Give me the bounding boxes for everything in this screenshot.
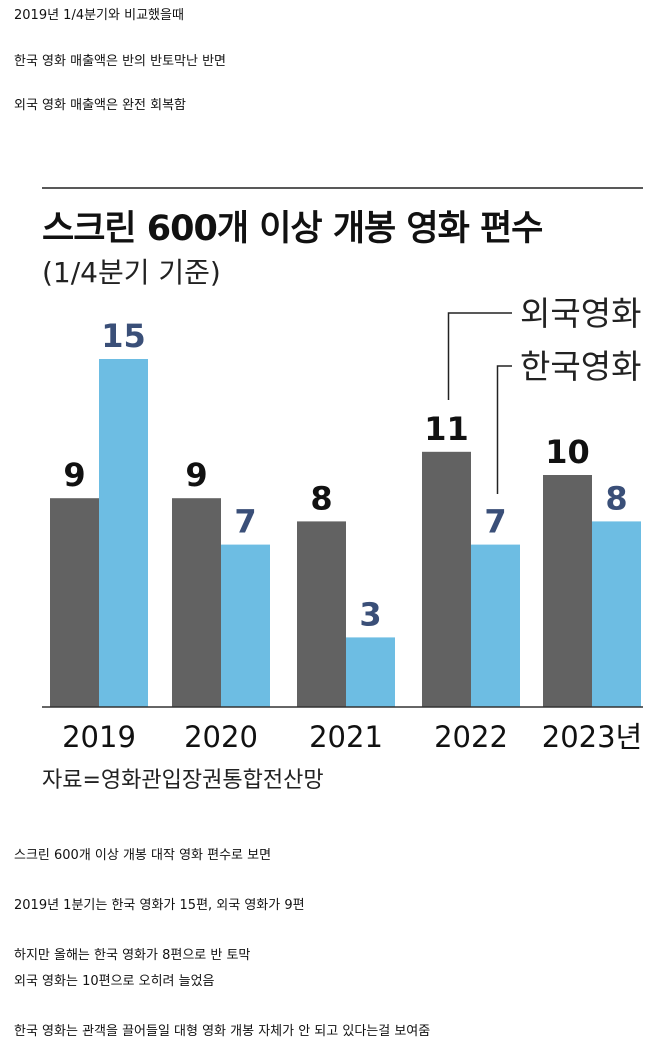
outro-text-2: 2019년 1분기는 한국 영화가 15편, 외국 영화가 9편 xyxy=(14,898,305,913)
data-label-korean-2019: 15 xyxy=(101,317,146,355)
bar-foreign-2021 xyxy=(297,521,346,707)
chart-source: 자료=영화관입장권통합전산망 xyxy=(42,768,324,793)
outro-text-1: 스크린 600개 이상 개봉 대작 영화 편수로 보면 xyxy=(14,848,272,863)
data-label-korean-2023년: 8 xyxy=(605,479,627,517)
data-label-foreign-2021: 8 xyxy=(310,479,332,517)
bar-korean-2021 xyxy=(346,637,395,707)
data-label-korean-2022: 7 xyxy=(484,503,506,541)
bar-foreign-2023년 xyxy=(543,475,592,707)
chart-title: 스크린 600개 이상 개봉 영화 편수 xyxy=(42,209,543,249)
intro-text-3: 외국 영화 매출액은 완전 회복함 xyxy=(14,98,187,113)
legend-label-korean: 한국영화 xyxy=(520,347,641,386)
x-tick-label: 2021 xyxy=(309,720,383,754)
outro-text-3: 하지만 올해는 한국 영화가 8편으로 반 토막 xyxy=(14,948,251,963)
bar-foreign-2020 xyxy=(172,498,221,707)
outro-text-4: 외국 영화는 10편으로 오히려 늘었음 xyxy=(14,974,215,989)
intro-text-1: 2019년 1/4분기와 비교했을때 xyxy=(14,8,184,23)
legend-leader-foreign xyxy=(447,312,512,400)
bar-korean-2023년 xyxy=(592,521,641,707)
intro-text-2: 한국 영화 매출액은 반의 반토막난 반면 xyxy=(14,54,227,69)
data-label-foreign-2020: 9 xyxy=(185,456,207,494)
x-tick-label: 2019 xyxy=(62,720,136,754)
x-tick-label: 2022 xyxy=(434,720,508,754)
x-tick-label: 2020 xyxy=(184,720,258,754)
data-label-foreign-2019: 9 xyxy=(63,456,85,494)
chart-subtitle: (1/4분기 기준) xyxy=(42,256,221,289)
data-label-korean-2020: 7 xyxy=(234,503,256,541)
legend-label-foreign: 외국영화 xyxy=(520,294,641,333)
bar-foreign-2019 xyxy=(50,498,99,707)
bar-korean-2020 xyxy=(221,544,270,707)
bar-foreign-2022 xyxy=(422,451,471,707)
data-label-foreign-2023년: 10 xyxy=(545,433,590,471)
data-label-foreign-2022: 11 xyxy=(424,410,469,448)
x-tick-label: 2023년 xyxy=(542,720,642,754)
data-label-korean-2021: 3 xyxy=(359,595,381,633)
legend-leader-korean xyxy=(496,365,512,494)
outro-text-5: 한국 영화는 관객을 끌어들일 대형 영화 개봉 자체가 안 되고 있다는걸 보… xyxy=(14,1024,431,1039)
bar-korean-2019 xyxy=(99,359,148,707)
bar-korean-2022 xyxy=(471,544,520,707)
